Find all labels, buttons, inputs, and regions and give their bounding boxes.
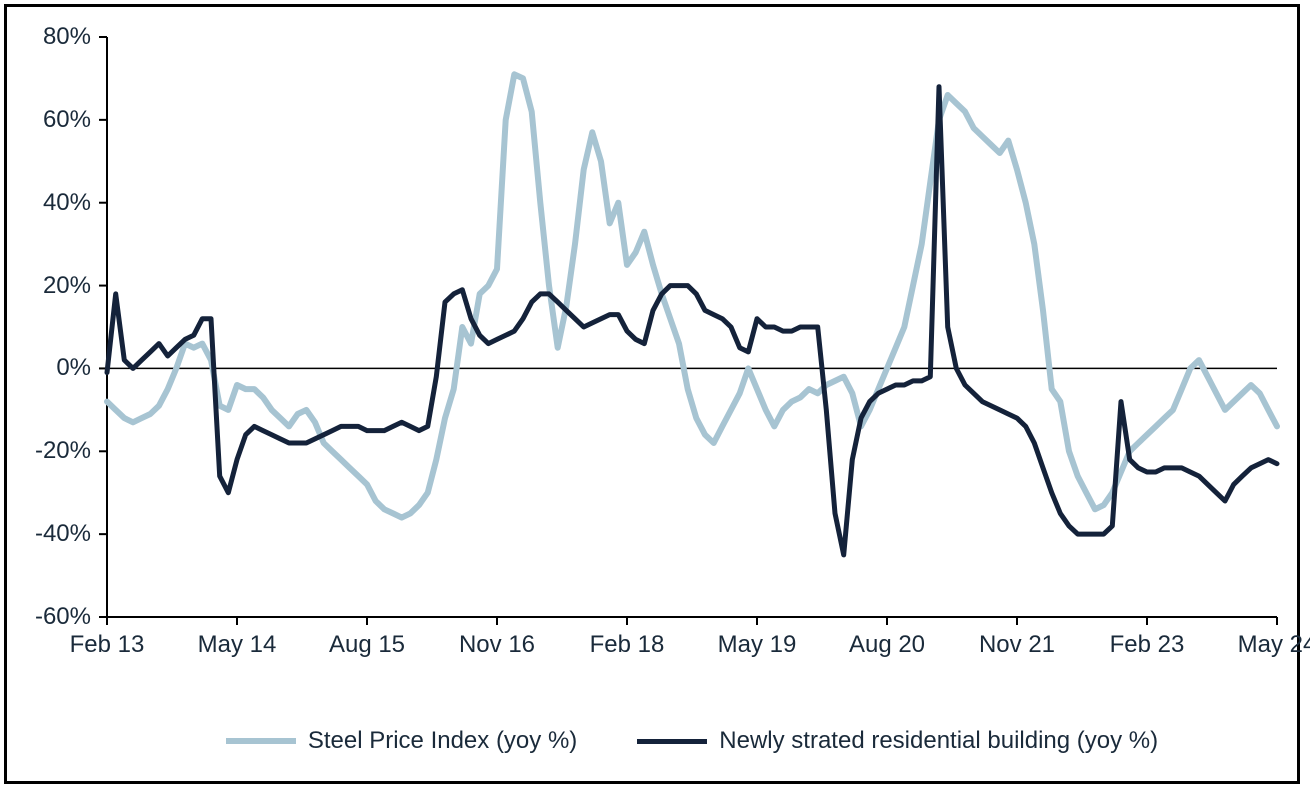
series-line-1: [107, 87, 1277, 555]
legend-item: Steel Price Index (yoy %): [226, 727, 577, 755]
legend-swatch: [637, 739, 707, 744]
legend-label: Newly strated residential building (yoy …: [719, 727, 1158, 755]
legend: Steel Price Index (yoy %) Newly strated r…: [107, 727, 1277, 755]
series-line-0: [107, 74, 1277, 517]
legend-label: Steel Price Index (yoy %): [308, 727, 577, 755]
chart-frame: -60%-40%-20%0%20%40%60%80% Feb 13May 14A…: [4, 4, 1300, 784]
legend-swatch: [226, 738, 296, 744]
chart-svg: [7, 7, 1307, 647]
legend-item: Newly strated residential building (yoy …: [637, 727, 1158, 755]
